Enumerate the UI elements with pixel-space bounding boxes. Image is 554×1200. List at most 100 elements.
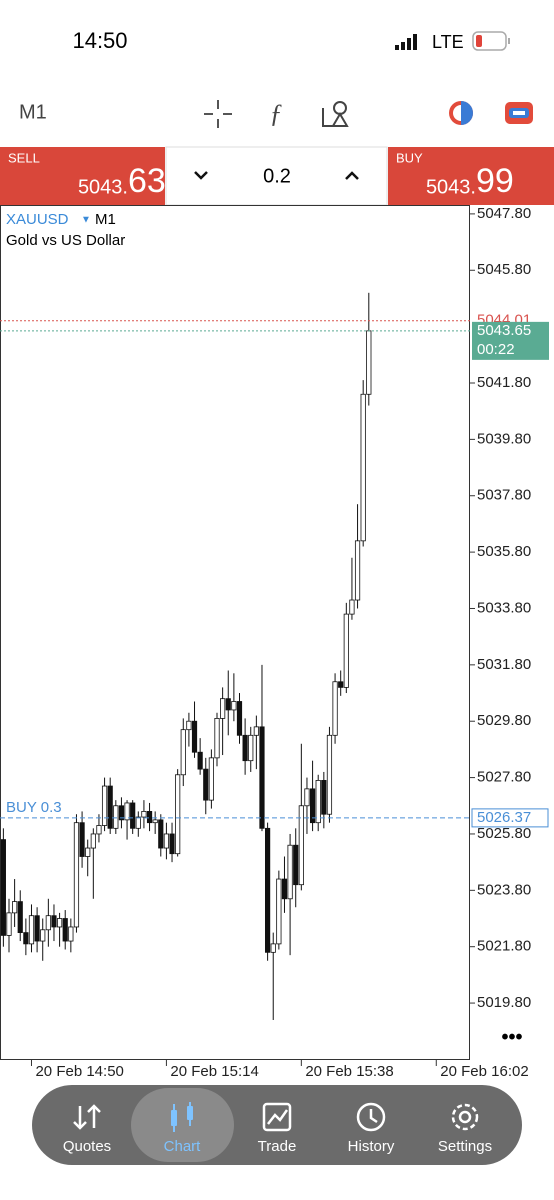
candle-body bbox=[203, 768, 209, 801]
candle-body bbox=[68, 926, 74, 942]
candle-body bbox=[225, 698, 231, 711]
candle-body bbox=[6, 912, 12, 936]
candle-body bbox=[180, 729, 186, 776]
candle-body bbox=[23, 932, 29, 945]
nav-settings[interactable]: Settings bbox=[438, 1138, 492, 1155]
y-tick-label: 5039.80 bbox=[477, 430, 531, 447]
candle-body bbox=[315, 780, 321, 824]
candle-body bbox=[298, 805, 304, 886]
trade-icon[interactable] bbox=[262, 1102, 292, 1132]
candle-body bbox=[214, 718, 220, 759]
candle-body bbox=[253, 726, 259, 736]
y-tick-label: 5029.80 bbox=[477, 712, 531, 729]
volume[interactable]: 0.2 bbox=[263, 165, 291, 187]
candle-body bbox=[242, 734, 248, 762]
chart-frame bbox=[0, 205, 470, 1060]
volume-up[interactable] bbox=[345, 171, 359, 180]
crosshair-button[interactable] bbox=[204, 100, 232, 128]
buy-price: 5043. bbox=[426, 176, 476, 198]
settings-icon[interactable] bbox=[451, 1103, 479, 1131]
candle-body bbox=[309, 788, 316, 824]
candle-body bbox=[124, 802, 130, 821]
candle-body bbox=[231, 701, 237, 711]
quotes-icon[interactable] bbox=[73, 1104, 101, 1130]
candle-body bbox=[287, 844, 293, 900]
more-button[interactable]: ••• bbox=[501, 1026, 522, 1048]
candle-body bbox=[354, 540, 361, 601]
symbol-dropdown[interactable]: ▼ bbox=[81, 215, 91, 226]
indicators-button[interactable]: ƒ bbox=[270, 99, 283, 128]
candle-body bbox=[186, 720, 192, 731]
candle-body bbox=[0, 839, 6, 936]
candle-body bbox=[338, 681, 344, 688]
candle-body bbox=[321, 780, 327, 815]
account-icon[interactable] bbox=[449, 101, 473, 125]
candle-body bbox=[169, 833, 175, 855]
y-tick-label: 5041.80 bbox=[477, 374, 531, 391]
candle-body bbox=[28, 915, 35, 945]
y-tick-label: 5021.80 bbox=[477, 938, 531, 955]
nav-history[interactable]: History bbox=[348, 1138, 395, 1155]
candle-body bbox=[163, 833, 170, 849]
y-tick-label: 5025.80 bbox=[477, 825, 531, 842]
candle-body bbox=[90, 833, 96, 849]
y-tick-label: 5047.80 bbox=[477, 205, 531, 222]
candle-body bbox=[118, 805, 125, 821]
y-tick-label: 5033.80 bbox=[477, 599, 531, 616]
sell-pips: 63 bbox=[128, 162, 166, 200]
x-tick-label: 20 Feb 15:38 bbox=[305, 1063, 393, 1080]
candle-body bbox=[208, 757, 214, 801]
nav-chart[interactable]: Chart bbox=[164, 1138, 202, 1155]
nav-quotes[interactable]: Quotes bbox=[63, 1138, 111, 1155]
nav-active-bg bbox=[131, 1088, 234, 1162]
buy-button[interactable] bbox=[388, 147, 554, 205]
bid-box bbox=[472, 321, 549, 360]
candle-body bbox=[270, 943, 276, 953]
nav-trade[interactable]: Trade bbox=[258, 1138, 297, 1155]
chart-timeframe: M1 bbox=[95, 211, 116, 228]
candle-body bbox=[146, 811, 153, 824]
candle-body bbox=[276, 878, 282, 945]
candle-body bbox=[259, 726, 265, 829]
candle-body bbox=[56, 918, 63, 928]
y-tick-label: 5027.80 bbox=[477, 769, 531, 786]
position-label: BUY 0.3 bbox=[6, 799, 62, 816]
x-tick-label: 20 Feb 14:50 bbox=[35, 1063, 123, 1080]
symbol[interactable]: XAUUSD bbox=[6, 211, 69, 228]
bid-price: 5043.65 bbox=[477, 322, 531, 339]
description: Gold vs US Dollar bbox=[6, 232, 125, 249]
y-tick-label: 5045.80 bbox=[477, 261, 531, 278]
candle-body bbox=[332, 681, 338, 736]
candle-body bbox=[101, 785, 108, 826]
trade-panel-icon[interactable] bbox=[505, 102, 533, 124]
y-tick-label: 5023.80 bbox=[477, 881, 531, 898]
candle-body bbox=[343, 613, 349, 688]
candle-body bbox=[220, 698, 226, 719]
signal-icon bbox=[395, 34, 417, 50]
candle-body bbox=[107, 785, 113, 829]
candle-body bbox=[17, 901, 23, 934]
volume-down[interactable] bbox=[194, 171, 208, 180]
status-time: 14:50 bbox=[72, 28, 127, 53]
candle-body bbox=[73, 822, 80, 928]
candle-body bbox=[51, 915, 57, 928]
candle-body bbox=[366, 330, 372, 395]
candle-body bbox=[197, 751, 203, 770]
history-icon[interactable] bbox=[356, 1102, 386, 1132]
candle-body bbox=[96, 825, 102, 835]
battery-icon bbox=[472, 31, 510, 51]
candle-body bbox=[158, 819, 164, 849]
timeframe-button[interactable]: M1 bbox=[19, 101, 47, 123]
y-tick-label: 5037.80 bbox=[477, 487, 531, 504]
bid-timer: 00:22 bbox=[477, 341, 515, 358]
y-tick-label: 5031.80 bbox=[477, 656, 531, 673]
objects-button[interactable] bbox=[322, 101, 349, 127]
position-price: 5026.37 bbox=[477, 809, 531, 826]
sell-button[interactable] bbox=[0, 147, 165, 205]
buy-pips: 99 bbox=[476, 162, 514, 200]
candle-body bbox=[326, 734, 333, 815]
chart-icon[interactable] bbox=[171, 1102, 193, 1132]
candle-body bbox=[191, 720, 198, 753]
candle-body bbox=[293, 844, 299, 886]
